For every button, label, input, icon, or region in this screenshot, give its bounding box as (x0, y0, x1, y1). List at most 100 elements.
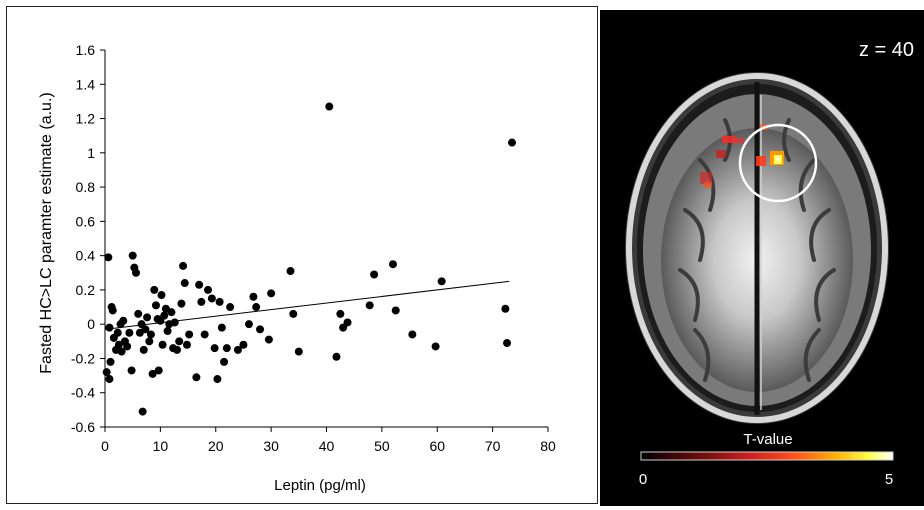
data-point (104, 253, 113, 262)
data-point (150, 285, 159, 294)
data-point (141, 325, 150, 334)
y-tick-label: 1.2 (76, 111, 96, 127)
data-point (119, 316, 128, 325)
y-tick-label: 0.8 (76, 179, 96, 195)
data-point (179, 261, 188, 270)
data-point (267, 289, 276, 298)
x-tick-label: 50 (374, 438, 390, 454)
data-point (197, 297, 206, 306)
data-point (106, 357, 115, 366)
data-point (151, 301, 160, 310)
data-point (139, 345, 148, 354)
data-point (220, 357, 229, 366)
data-point (105, 375, 114, 384)
data-point (210, 344, 219, 353)
data-point (408, 330, 417, 339)
data-point (365, 301, 374, 310)
y-tick-label: -0.4 (71, 385, 95, 401)
data-point (145, 337, 154, 346)
data-point (175, 337, 184, 346)
data-point (105, 323, 114, 332)
data-points (102, 102, 517, 416)
slice-label: z = 40 (859, 39, 914, 61)
data-point (138, 407, 147, 416)
data-point (207, 294, 216, 303)
data-point (437, 277, 446, 286)
data-point (158, 340, 167, 349)
data-point (215, 297, 224, 306)
data-point (117, 347, 126, 356)
data-point (143, 313, 152, 322)
data-point (508, 138, 517, 147)
roi-circle (738, 123, 818, 203)
data-point (264, 335, 273, 344)
x-tick-label: 40 (319, 438, 335, 454)
trend-line (104, 280, 510, 330)
data-point (160, 311, 169, 320)
x-tick-label: 60 (429, 438, 445, 454)
data-point (325, 102, 334, 111)
data-point (336, 309, 345, 318)
data-point (146, 330, 155, 339)
x-tick-label: 10 (153, 438, 169, 454)
data-point (252, 303, 261, 312)
data-point (148, 369, 157, 378)
data-point (132, 268, 141, 277)
data-point (134, 309, 143, 318)
colorbar-max-label: 5 (885, 471, 893, 488)
y-tick-label: 0.4 (76, 248, 96, 264)
brain-image: z = 40 T-value 0 5 (625, 39, 914, 488)
data-point (203, 285, 212, 294)
data-point (391, 306, 400, 315)
x-axis-label: Leptin (pg/ml) (274, 477, 366, 494)
x-tick-label: 30 (263, 438, 279, 454)
y-tick-label: 0 (87, 316, 95, 332)
data-point (233, 345, 242, 354)
data-point (177, 299, 186, 308)
x-tick-label: 80 (540, 438, 556, 454)
data-point (114, 340, 123, 349)
y-axis-label: Fasted HC>LC paramter estimate (a.u.) (38, 92, 55, 373)
data-point (294, 347, 303, 356)
data-point (244, 320, 253, 329)
data-point (125, 328, 134, 337)
data-point (388, 260, 397, 269)
data-point (113, 328, 122, 337)
data-point (180, 279, 189, 288)
y-axis: -0.6 -0.4 -0.2 0 0.2 0.4 0.6 0.8 1 1.2 1.4 1.6 (71, 42, 106, 435)
scatter-panel: -0.6 -0.4 -0.2 0 0.2 0.4 0.6 0.8 1 1.2 1.4 1.6 0 10 2… (6, 6, 598, 504)
data-point (185, 330, 194, 339)
data-point (501, 304, 510, 313)
data-point (370, 270, 379, 279)
y-tick-label: 0.2 (76, 282, 96, 298)
data-point (167, 308, 176, 317)
colorbar (640, 451, 894, 461)
x-tick-label: 0 (101, 438, 109, 454)
x-tick-label: 20 (208, 438, 224, 454)
brain-panel: z = 40 T-value 0 5 (600, 10, 924, 506)
data-point (222, 344, 231, 353)
data-point (195, 280, 204, 289)
data-point (172, 345, 181, 354)
colorbar-min-label: 0 (639, 471, 647, 488)
data-point (127, 366, 136, 375)
y-tick-label: 1.6 (76, 42, 96, 58)
data-point (102, 368, 111, 377)
data-point (192, 373, 201, 382)
data-point (157, 291, 166, 300)
data-point (343, 318, 352, 327)
y-tick-label: -0.2 (71, 350, 95, 366)
data-point (332, 352, 341, 361)
data-point (503, 339, 512, 348)
skull-ring (626, 73, 888, 423)
data-point (182, 340, 191, 349)
data-point (163, 327, 172, 336)
y-tick-label: 1 (87, 145, 95, 161)
y-tick-label: -0.6 (71, 419, 95, 435)
data-point (200, 330, 209, 339)
data-point (213, 375, 222, 384)
colorbar-title: T-value (743, 431, 792, 448)
data-point (239, 340, 248, 349)
data-point (123, 342, 132, 351)
